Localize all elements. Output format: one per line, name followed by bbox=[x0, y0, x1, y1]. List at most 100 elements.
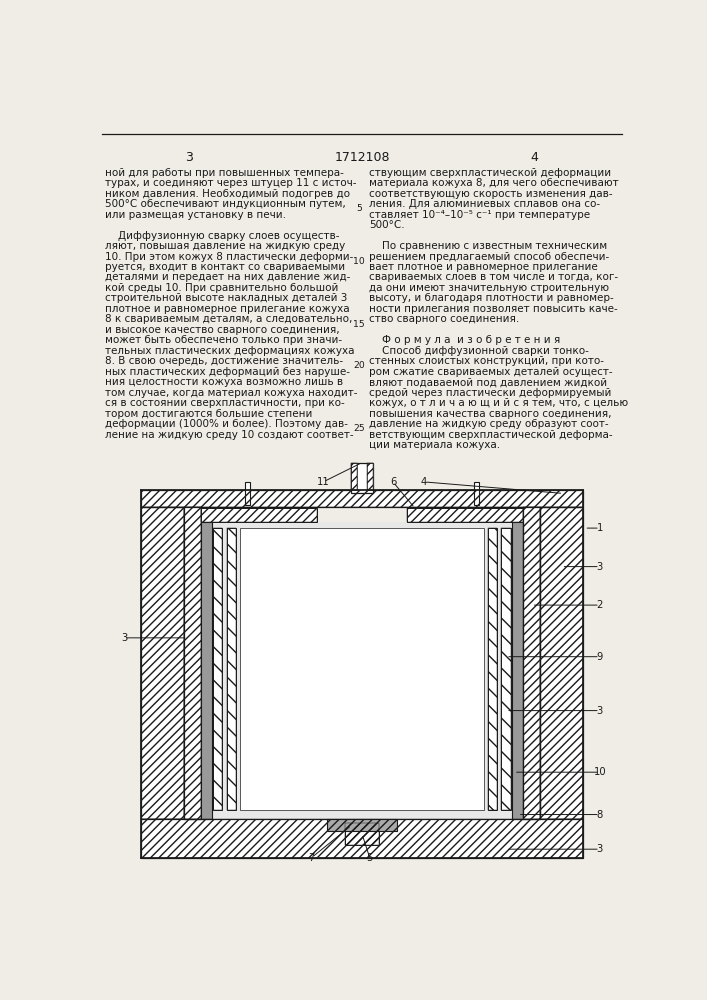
Bar bbox=[513, 522, 523, 819]
Bar bbox=[523, 507, 540, 819]
Bar bbox=[201, 508, 317, 522]
Text: ции материала кожуха.: ции материала кожуха. bbox=[369, 440, 500, 450]
Text: решением предлагаемый способ обеспечи-: решением предлагаемый способ обеспечи- bbox=[369, 252, 609, 262]
Text: Диффузионную сварку слоев осуществ-: Диффузионную сварку слоев осуществ- bbox=[105, 231, 340, 241]
Text: 15: 15 bbox=[353, 320, 365, 329]
Text: стенных слоистых конструкций, при кото-: стенных слоистых конструкций, при кото- bbox=[369, 356, 604, 366]
Bar bbox=[540, 507, 583, 819]
Text: свариваемых слоев в том числе и тогда, ког-: свариваемых слоев в том числе и тогда, к… bbox=[369, 272, 618, 282]
Text: давление на жидкую среду образуют соот-: давление на жидкую среду образуют соот- bbox=[369, 419, 609, 429]
Bar bbox=[407, 508, 523, 522]
Text: 20: 20 bbox=[353, 361, 365, 370]
Bar bbox=[351, 463, 373, 493]
Text: 2: 2 bbox=[597, 600, 603, 610]
Bar bbox=[141, 490, 583, 507]
Bar bbox=[201, 522, 211, 819]
Text: 3: 3 bbox=[597, 844, 603, 854]
Text: турах, и соединяют через штуцер 11 с источ-: турах, и соединяют через штуцер 11 с ист… bbox=[105, 178, 357, 188]
Bar bbox=[488, 528, 497, 810]
Bar bbox=[474, 482, 479, 505]
Bar bbox=[501, 528, 510, 810]
Bar bbox=[227, 528, 236, 810]
Bar bbox=[213, 528, 223, 810]
Text: 11: 11 bbox=[317, 477, 329, 487]
Text: 3: 3 bbox=[597, 562, 603, 572]
Text: ной для работы при повышенных темпера-: ной для работы при повышенных темпера- bbox=[105, 168, 344, 178]
Text: 3: 3 bbox=[121, 633, 127, 643]
Text: ветствующим сверхпластической деформа-: ветствующим сверхпластической деформа- bbox=[369, 430, 612, 440]
Bar bbox=[213, 528, 223, 810]
Text: тельных пластических деформациях кожуха: тельных пластических деформациях кожуха bbox=[105, 346, 355, 356]
Bar bbox=[184, 507, 201, 819]
Bar bbox=[501, 528, 510, 810]
Text: 10: 10 bbox=[594, 767, 606, 777]
Bar bbox=[523, 507, 540, 819]
Text: плотное и равномерное прилегание кожуха: плотное и равномерное прилегание кожуха bbox=[105, 304, 350, 314]
Text: Способ диффузионной сварки тонко-: Способ диффузионной сварки тонко- bbox=[369, 346, 589, 356]
Text: ником давления. Необходимый подогрев до: ником давления. Необходимый подогрев до bbox=[105, 189, 351, 199]
Text: 500°С обеспечивают индукционным путем,: 500°С обеспечивают индукционным путем, bbox=[105, 199, 346, 209]
Text: 1712108: 1712108 bbox=[334, 151, 390, 164]
Bar bbox=[141, 507, 184, 819]
Text: 3: 3 bbox=[597, 706, 603, 716]
Text: 5: 5 bbox=[366, 853, 373, 863]
Text: 3: 3 bbox=[185, 151, 193, 164]
Text: 7: 7 bbox=[308, 853, 315, 863]
Text: материала кожуха 8, для чего обеспечивают: материала кожуха 8, для чего обеспечиваю… bbox=[369, 178, 619, 188]
Text: соответствующую скорость изменения дав-: соответствующую скорость изменения дав- bbox=[369, 189, 612, 199]
Text: ство сварного соединения.: ство сварного соединения. bbox=[369, 314, 519, 324]
Text: ся в состоянии сверхпластичности, при ко-: ся в состоянии сверхпластичности, при ко… bbox=[105, 398, 345, 408]
Bar bbox=[201, 522, 523, 819]
Text: деталями и передает на них давление жид-: деталями и передает на них давление жид- bbox=[105, 272, 351, 282]
Bar bbox=[141, 507, 184, 819]
Text: ставляет 10⁻⁴–10⁻⁵ с⁻¹ при температуре: ставляет 10⁻⁴–10⁻⁵ с⁻¹ при температуре bbox=[369, 210, 590, 220]
Bar bbox=[141, 819, 583, 858]
Text: ляют, повышая давление на жидкую среду: ляют, повышая давление на жидкую среду bbox=[105, 241, 346, 251]
Text: 8. В свою очередь, достижение значитель-: 8. В свою очередь, достижение значитель- bbox=[105, 356, 344, 366]
Text: 6: 6 bbox=[390, 477, 396, 487]
Text: 10: 10 bbox=[353, 257, 365, 266]
Text: повышения качества сварного соединения,: повышения качества сварного соединения, bbox=[369, 409, 612, 419]
Text: 4: 4 bbox=[530, 151, 538, 164]
Bar bbox=[407, 508, 523, 522]
Bar bbox=[367, 463, 373, 490]
Text: том случае, когда материал кожуха находит-: том случае, когда материал кожуха находи… bbox=[105, 388, 358, 398]
Text: 500°С.: 500°С. bbox=[369, 220, 404, 230]
Text: строительной высоте накладных деталей 3: строительной высоте накладных деталей 3 bbox=[105, 293, 348, 303]
Text: ности прилегания позволяет повысить каче-: ности прилегания позволяет повысить каче… bbox=[369, 304, 618, 314]
Text: ление на жидкую среду 10 создают соответ-: ление на жидкую среду 10 создают соответ… bbox=[105, 430, 354, 440]
Text: 8 к свариваемым деталям, а следовательно,: 8 к свариваемым деталям, а следовательно… bbox=[105, 314, 353, 324]
Text: высоту, и благодаря плотности и равномер-: высоту, и благодаря плотности и равномер… bbox=[369, 293, 614, 303]
Text: 8: 8 bbox=[597, 810, 603, 820]
Text: ния целостности кожуха возможно лишь в: ния целостности кожуха возможно лишь в bbox=[105, 377, 344, 387]
Text: да они имеют значительную строительную: да они имеют значительную строительную bbox=[369, 283, 609, 293]
Text: 4: 4 bbox=[421, 477, 427, 487]
Text: ром сжатие свариваемых деталей осущест-: ром сжатие свариваемых деталей осущест- bbox=[369, 367, 612, 377]
Text: деформации (1000% и более). Поэтому дав-: деформации (1000% и более). Поэтому дав- bbox=[105, 419, 349, 429]
Text: кой среды 10. При сравнительно большой: кой среды 10. При сравнительно большой bbox=[105, 283, 339, 293]
Text: Ф о р м у л а  и з о б р е т е н и я: Ф о р м у л а и з о б р е т е н и я bbox=[369, 335, 560, 345]
Bar bbox=[351, 463, 357, 490]
Bar bbox=[201, 508, 317, 522]
Bar bbox=[351, 463, 357, 490]
Text: средой через пластически деформируемый: средой через пластически деформируемый bbox=[369, 388, 612, 398]
Bar bbox=[327, 819, 397, 831]
Text: 9: 9 bbox=[597, 652, 603, 662]
Text: 5: 5 bbox=[356, 204, 362, 213]
Text: может быть обеспечено только при значи-: может быть обеспечено только при значи- bbox=[105, 335, 343, 345]
Text: 1: 1 bbox=[597, 523, 603, 533]
Text: кожух, о т л и ч а ю щ и й с я тем, что, с целью: кожух, о т л и ч а ю щ и й с я тем, что,… bbox=[369, 398, 628, 408]
Text: ных пластических деформаций без наруше-: ных пластических деформаций без наруше- bbox=[105, 367, 351, 377]
Bar bbox=[141, 490, 583, 507]
Bar bbox=[540, 507, 583, 819]
Text: ствующим сверхпластической деформации: ствующим сверхпластической деформации bbox=[369, 168, 611, 178]
Text: 25: 25 bbox=[353, 424, 365, 433]
Text: вляют подаваемой под давлением жидкой: вляют подаваемой под давлением жидкой bbox=[369, 377, 607, 387]
Text: 10. При этом кожух 8 пластически деформи-: 10. При этом кожух 8 пластически деформи… bbox=[105, 252, 354, 262]
Text: ления. Для алюминиевых сплавов она со-: ления. Для алюминиевых сплавов она со- bbox=[369, 199, 600, 209]
Text: По сравнению с известным техническим: По сравнению с известным техническим bbox=[369, 241, 607, 251]
Bar bbox=[240, 528, 484, 810]
Text: и высокое качество сварного соединения,: и высокое качество сварного соединения, bbox=[105, 325, 340, 335]
Bar bbox=[345, 823, 379, 845]
Bar bbox=[488, 528, 497, 810]
